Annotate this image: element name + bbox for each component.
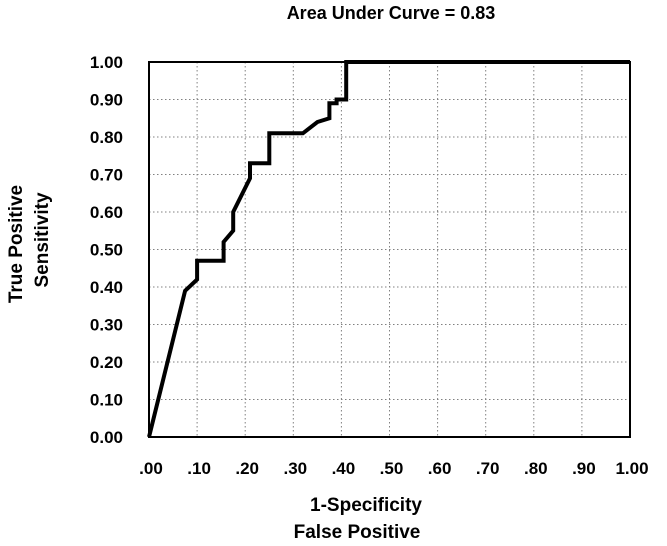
x-tick-label: .80 [524,459,548,478]
y-tick-label: 0.50 [90,241,123,260]
x-tick-label: .20 [235,459,259,478]
y-axis-title: True Positive [6,185,27,303]
x-tick-label: .10 [187,459,211,478]
plot-frame [148,61,631,438]
y-tick-label: 0.60 [90,203,123,222]
x-axis-subtitle: False Positive [294,522,421,543]
x-tick-label: .00 [139,459,163,478]
y-tick-label: 0.90 [90,91,123,110]
x-tick-label: .90 [572,459,596,478]
y-tick-label: 0.40 [90,278,123,297]
x-tick-label: .40 [332,459,356,478]
roc-curve-layer [147,60,630,438]
x-axis-title: 1-Specificity [310,495,422,516]
y-tick-label: 0.80 [90,128,123,147]
x-tick-label: .60 [428,459,452,478]
x-axis-ticks: .00 .10 .20 .30 .40 .50 .60 .70 .80 .90 1.00 [139,459,648,478]
y-tick-label: 0.10 [90,391,123,410]
y-tick-label: 0.30 [90,316,123,335]
x-tick-label: .70 [476,459,500,478]
y-tick-label: 0.00 [90,428,123,447]
chart-title: Area Under Curve = 0.83 [287,3,496,23]
y-tick-label: 0.70 [90,166,123,185]
roc-curve-line [147,60,630,438]
y-tick-label: 0.20 [90,353,123,372]
y-tick-label: 1.00 [90,53,123,72]
x-tick-label: 1.00 [615,459,648,478]
y-axis-subtitle: Sensitivity [32,192,53,287]
x-tick-label: .50 [380,459,404,478]
y-axis-ticks: 0.00 0.10 0.20 0.30 0.40 0.50 0.60 0.70 0.80 0.90… [90,53,123,447]
grid [149,62,630,437]
x-tick-label: .30 [283,459,307,478]
